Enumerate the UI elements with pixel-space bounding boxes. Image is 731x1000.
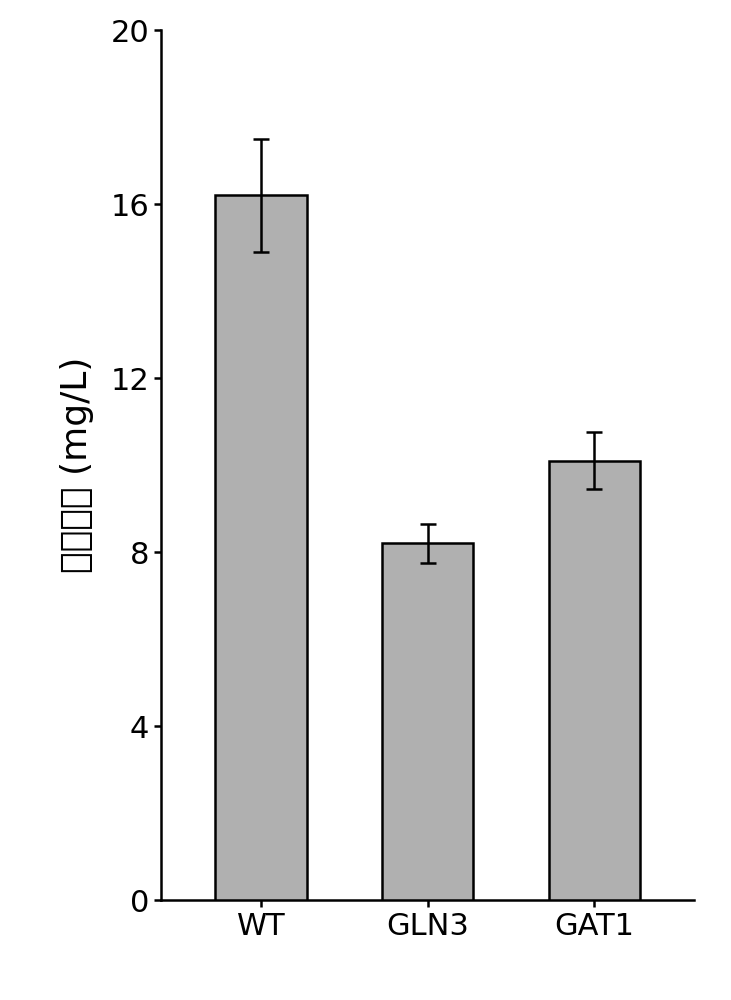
Bar — [548, 461, 640, 900]
Bar — [382, 543, 474, 900]
Y-axis label: 尿素浓度 (mg/L): 尿素浓度 (mg/L) — [60, 357, 94, 573]
Bar — [215, 195, 307, 900]
